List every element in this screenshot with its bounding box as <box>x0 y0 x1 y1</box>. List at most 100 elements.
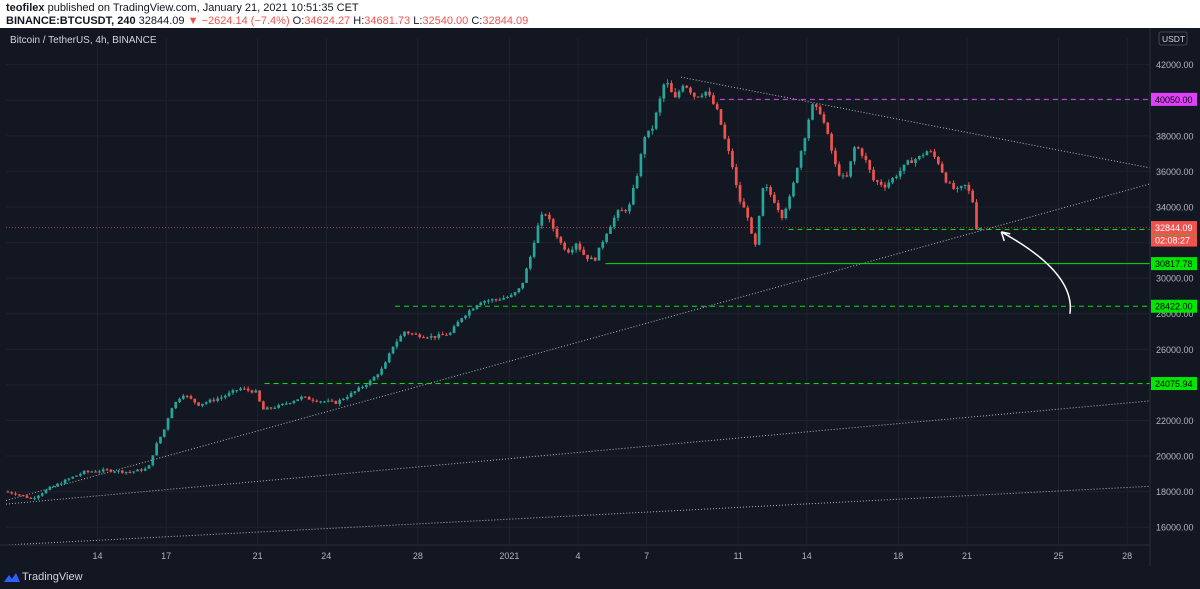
high-label: H: <box>353 15 365 27</box>
candle-body <box>937 156 940 164</box>
candle-body <box>895 176 898 178</box>
candle-body <box>90 471 94 473</box>
candle-body <box>841 175 845 177</box>
candle-body <box>971 190 975 203</box>
author-name[interactable]: teofilex <box>6 2 45 14</box>
candle-body <box>216 398 219 401</box>
price-tick-label: 34000.00 <box>1156 203 1194 213</box>
candle-body <box>715 104 719 110</box>
candle-body <box>784 208 788 219</box>
candle-body <box>959 186 963 188</box>
candle-body <box>689 87 692 93</box>
price-tick-label: 30000.00 <box>1156 274 1194 284</box>
candle-body <box>490 299 494 301</box>
candle-body <box>525 268 528 283</box>
low-label: L: <box>413 15 423 27</box>
time-tick-label: 21 <box>962 551 972 561</box>
candle-body <box>147 465 151 469</box>
candle-body <box>422 337 425 339</box>
candle-body <box>872 169 875 181</box>
candle-body <box>75 475 78 477</box>
low-value: 32540.00 <box>422 15 469 27</box>
candle-body <box>71 476 75 479</box>
candle-body <box>426 337 429 339</box>
currency-label: USDT <box>1162 34 1185 44</box>
candle-body <box>723 124 727 139</box>
candle-body <box>197 402 200 406</box>
candle-body <box>574 243 578 250</box>
candle-body <box>631 188 635 205</box>
candle-body <box>376 374 380 378</box>
candle-body <box>548 214 551 220</box>
candle-body <box>822 114 826 123</box>
candle-body <box>189 396 193 399</box>
candles <box>6 79 982 501</box>
annotation-arrow <box>1000 231 1072 314</box>
candle-body <box>410 333 414 335</box>
candle-body <box>105 469 109 471</box>
arrow-curve <box>1000 231 1072 314</box>
candle-body <box>208 399 212 403</box>
candle-body <box>956 187 959 189</box>
candle-body <box>414 333 418 335</box>
candle-body <box>25 495 29 498</box>
candle-body <box>883 184 887 188</box>
candle-body <box>551 219 555 229</box>
countdown-label: 02:08:27 <box>1155 236 1190 246</box>
candle-body <box>460 318 464 322</box>
candle-body <box>178 398 181 402</box>
trendlines <box>5 76 1151 546</box>
candle-body <box>780 210 784 219</box>
candle-body <box>673 92 677 98</box>
candle-body <box>136 469 139 472</box>
candle-body <box>509 295 513 297</box>
level-price-badge <box>1151 377 1197 391</box>
candle-body <box>456 321 460 327</box>
candle-body <box>502 297 505 300</box>
candle-body <box>952 182 955 189</box>
chart-area[interactable]: 16000.0018000.0020000.0022000.0024000.00… <box>0 28 1200 566</box>
candle-body <box>117 470 120 472</box>
price-tick-label: 42000.00 <box>1156 60 1194 70</box>
candle-body <box>628 204 631 212</box>
candle-body <box>181 395 185 399</box>
price-chart[interactable]: 16000.0018000.0020000.0022000.0024000.00… <box>0 28 1200 566</box>
candle-body <box>48 486 52 490</box>
level-price-badge <box>1151 257 1197 271</box>
candle-body <box>914 159 917 164</box>
candle-body <box>315 400 319 402</box>
candle-body <box>586 254 589 260</box>
candle-body <box>742 201 746 208</box>
price-tick-label: 22000.00 <box>1156 416 1194 426</box>
candle-body <box>528 256 532 269</box>
candle-body <box>925 151 929 156</box>
candle-body <box>326 400 330 402</box>
time-tick-label: 24 <box>321 551 331 561</box>
candle-body <box>753 233 757 245</box>
candle-body <box>746 207 750 218</box>
candle-body <box>906 160 910 165</box>
candle-body <box>246 388 250 391</box>
open-value: 34624.27 <box>304 15 351 27</box>
candle-body <box>803 138 807 152</box>
candle-body <box>487 300 490 302</box>
candle-body <box>14 493 17 495</box>
candle-body <box>429 335 433 338</box>
candle-body <box>696 96 700 98</box>
candle-body <box>612 217 616 227</box>
chart-title: Bitcoin / TetherUS, 4h, BINANCE <box>10 35 157 46</box>
candle-body <box>757 215 761 245</box>
candle-body <box>258 390 261 402</box>
candle-body <box>536 225 540 243</box>
candle-body <box>143 468 147 471</box>
level-price-label: 30817.78 <box>1155 259 1193 269</box>
candle-body <box>441 334 444 336</box>
time-tick-label: 25 <box>1053 551 1063 561</box>
brand-name[interactable]: TradingView <box>22 571 83 583</box>
candle-body <box>597 247 601 261</box>
candle-body <box>807 119 811 139</box>
candle-body <box>593 257 597 261</box>
candle-body <box>162 429 166 437</box>
candle-body <box>856 147 860 149</box>
tradingview-logo-icon <box>4 573 20 582</box>
